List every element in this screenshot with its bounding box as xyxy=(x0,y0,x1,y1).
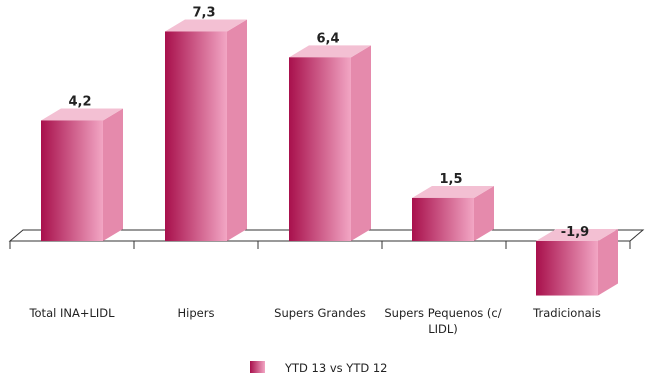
bar-front xyxy=(289,57,351,241)
category-labels: Total INA+LIDL Hipers Supers Grandes Supers… xyxy=(28,306,600,336)
value-label: 6,4 xyxy=(316,31,339,46)
category-label: Supers Grandes xyxy=(274,306,366,320)
bar-side xyxy=(227,19,247,241)
bar-side xyxy=(474,185,494,241)
bar-1 xyxy=(41,108,123,242)
bar-top xyxy=(289,45,371,58)
bar-4 xyxy=(412,185,494,241)
value-label: 4,2 xyxy=(68,94,91,109)
bar-2 xyxy=(165,19,247,241)
category-label: Tradicionais xyxy=(532,306,601,320)
bar-5 xyxy=(536,229,618,296)
legend-label: YTD 13 vs YTD 12 xyxy=(284,361,388,375)
category-label: Hipers xyxy=(178,306,215,320)
bar-front xyxy=(165,31,227,241)
value-label: -1,9 xyxy=(561,225,589,240)
bar-front xyxy=(412,197,474,241)
category-label: Total INA+LIDL xyxy=(28,306,115,320)
bar-side xyxy=(598,229,618,296)
bar-top xyxy=(536,229,618,241)
value-label: 7,3 xyxy=(192,5,215,20)
bar-top xyxy=(412,185,494,198)
bar-side xyxy=(103,108,123,242)
legend: YTD 13 vs YTD 12 xyxy=(250,361,388,375)
bars-layer xyxy=(41,19,618,296)
bar-top xyxy=(165,19,247,32)
category-label: Supers Pequenos (c/LIDL) xyxy=(384,306,501,336)
value-labels: 4,2 7,3 6,4 1,5 -1,9 xyxy=(68,5,589,240)
bar-side xyxy=(351,45,371,241)
legend-swatch xyxy=(250,361,265,373)
bar-front xyxy=(536,241,598,296)
value-label: 1,5 xyxy=(439,172,462,187)
bar-front xyxy=(41,120,103,241)
bar-3 xyxy=(289,45,371,241)
bar-top xyxy=(41,108,123,121)
